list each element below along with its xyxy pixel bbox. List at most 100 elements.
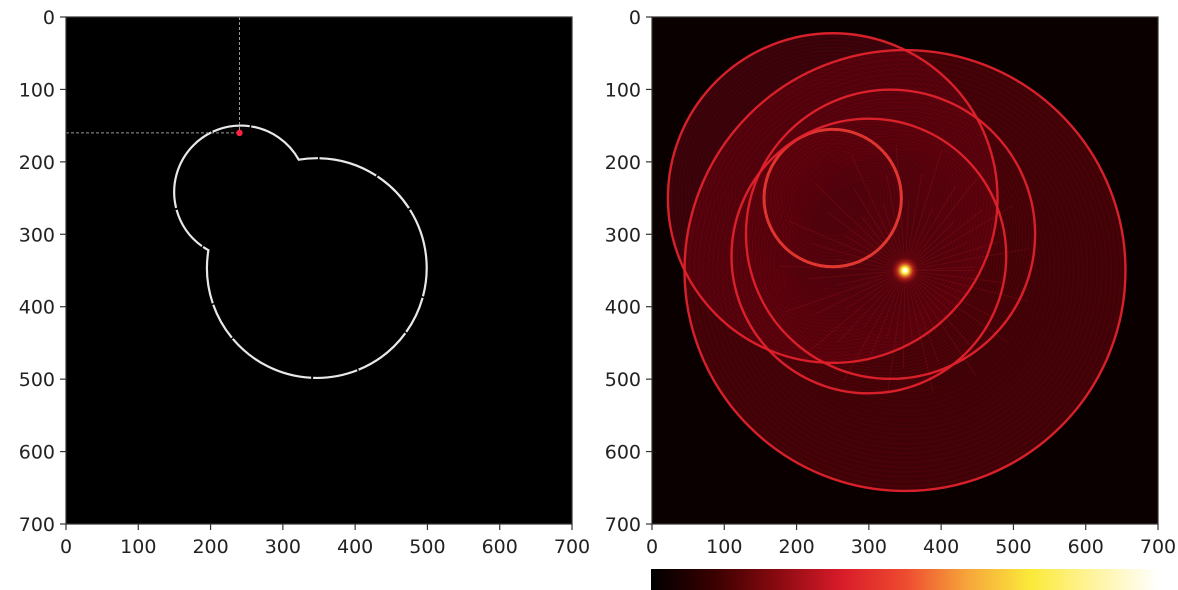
vote-streak	[851, 156, 906, 271]
vote-ring	[745, 132, 992, 380]
left-y-tick-label: 100	[19, 79, 55, 101]
right-x-tick-label: 0	[646, 536, 658, 558]
vote-streak	[816, 270, 906, 314]
vote-ring	[766, 153, 972, 359]
vote-ring	[760, 147, 978, 365]
vote-ring	[685, 50, 981, 346]
vote-circle	[683, 48, 1127, 493]
colorbar	[651, 569, 1158, 590]
vote-ring	[741, 106, 924, 290]
accumulator-region	[667, 33, 998, 363]
vote-ring	[791, 135, 990, 333]
right-x-tick-label: 600	[1068, 536, 1104, 558]
vote-streak	[904, 241, 999, 271]
vote-streak	[904, 173, 923, 271]
vote-ring	[759, 125, 1051, 416]
vote-ring	[751, 95, 1030, 374]
vote-ring	[707, 73, 1103, 468]
vote-ring	[754, 120, 1056, 421]
right-y-tick-label: 600	[605, 442, 641, 464]
vote-ring	[763, 150, 975, 362]
vote-ring	[739, 127, 998, 386]
left-image-background	[66, 17, 572, 524]
vote-ring	[748, 92, 1033, 377]
vote-ring	[770, 113, 1011, 355]
vote-ring	[754, 141, 984, 371]
vote-ring	[787, 152, 878, 244]
peak-point	[902, 268, 908, 273]
left-y-tick-label: 700	[19, 514, 55, 536]
vote-streak	[886, 270, 906, 396]
left-x-tick-label: 100	[120, 536, 156, 558]
vote-ring	[712, 77, 1098, 464]
vote-ring	[786, 174, 951, 338]
vote-ring	[736, 124, 1001, 388]
vote-ring	[754, 98, 1027, 371]
vote-ring	[773, 117, 1008, 352]
vote-ring	[810, 154, 971, 315]
vote-ring	[740, 106, 1070, 435]
right-y-tick-label: 500	[605, 369, 641, 391]
vote-circle	[762, 127, 903, 269]
left-x-tick-label: 300	[265, 536, 301, 558]
vote-ring	[792, 179, 945, 333]
vote-ring	[721, 87, 1089, 454]
vote-ring	[677, 43, 988, 353]
vote-ring	[730, 96, 935, 300]
vote-ring	[798, 141, 983, 327]
vote-ring	[692, 57, 974, 339]
vote-ring	[777, 142, 889, 254]
left-x-tick-label: 400	[337, 536, 373, 558]
vote-ring	[717, 82, 1093, 459]
vote-streak	[904, 149, 943, 271]
vote-streak	[808, 270, 906, 352]
right-x-tick-label: 400	[923, 536, 959, 558]
vote-streak	[852, 187, 906, 271]
vote-streak	[826, 211, 906, 271]
vote-ring	[788, 132, 993, 336]
vote-ring	[726, 92, 1084, 449]
vote-streak	[902, 270, 906, 369]
right-x-tick-label: 200	[778, 536, 814, 558]
left-x-tick-label: 200	[192, 536, 228, 558]
vote-ring	[733, 121, 1004, 391]
vote-streak	[785, 270, 906, 312]
vote-streak	[904, 205, 1014, 271]
left-x-tick-label: 700	[554, 536, 590, 558]
vote-streak	[837, 270, 906, 343]
vote-ring	[769, 134, 1041, 407]
colorbar-gradient	[651, 569, 1158, 590]
vote-streak	[904, 170, 983, 271]
vote-ring	[801, 144, 980, 324]
vote-ring	[681, 46, 984, 350]
vote-streak	[904, 270, 976, 376]
vote-streak	[867, 270, 906, 362]
left-x-tick-label: 600	[482, 536, 518, 558]
vote-streak	[904, 209, 983, 271]
right-y-tick-label: 0	[629, 7, 641, 29]
vote-ring	[738, 103, 928, 293]
right-y-tick-label: 300	[605, 224, 641, 246]
vote-ring	[781, 168, 957, 344]
left-y-tick-label: 600	[19, 442, 55, 464]
vote-streak	[904, 270, 1009, 344]
vote-ring	[702, 68, 963, 329]
right-x-tick-label: 300	[851, 536, 887, 558]
left-x-tick-label: 500	[409, 536, 445, 558]
vote-streak	[885, 174, 906, 271]
vote-streak	[904, 270, 1003, 283]
vote-streak	[779, 265, 906, 271]
vote-ring	[757, 101, 1024, 367]
vote-ring	[775, 162, 963, 350]
vote-ring	[795, 138, 987, 330]
vote-streak	[904, 270, 934, 394]
vote-streak	[904, 186, 956, 271]
vote-ring	[794, 159, 871, 237]
left-y-tick-label: 500	[19, 369, 55, 391]
vote-ring	[751, 138, 987, 374]
vote-ring	[804, 148, 977, 321]
vote-ring	[780, 146, 885, 251]
vote-ring	[766, 132, 899, 264]
vote-ring	[716, 82, 949, 314]
vote-streak	[788, 220, 906, 271]
